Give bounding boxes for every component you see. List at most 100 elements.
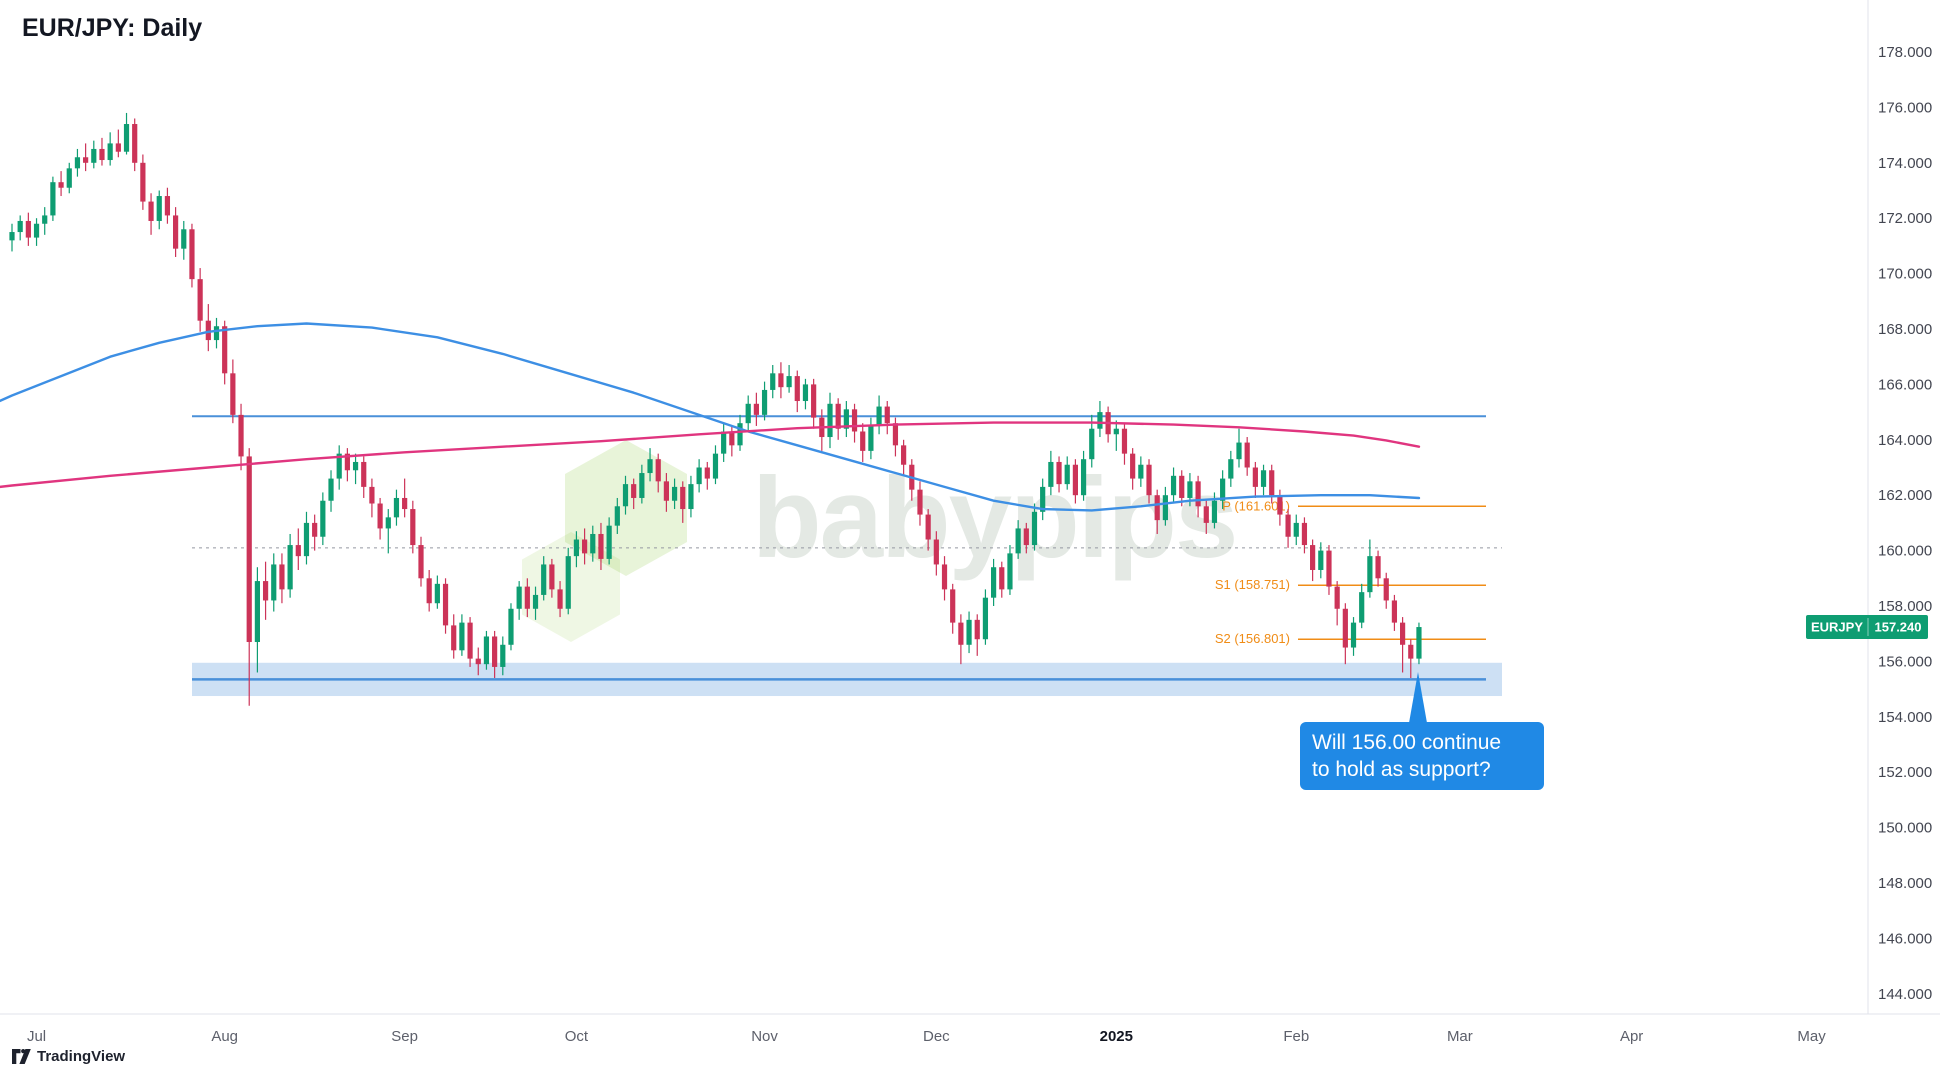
candle-down xyxy=(1383,578,1389,601)
candle-up xyxy=(761,389,768,415)
candle-up xyxy=(320,500,326,537)
candle-up xyxy=(483,636,490,665)
pivot-label: S1 (158.751) xyxy=(1215,577,1290,592)
callout-line2: to hold as support? xyxy=(1312,758,1491,781)
candle-up xyxy=(271,564,277,601)
candle-down xyxy=(230,373,236,415)
candle-up xyxy=(1236,442,1242,460)
candle-up xyxy=(50,182,56,216)
candle-down xyxy=(655,459,661,482)
ma-blue-100 xyxy=(0,322,1421,512)
pivot-label: S2 (156.801) xyxy=(1215,631,1290,646)
price-tick-label: 148.000 xyxy=(1878,875,1932,892)
candle-up xyxy=(614,506,620,526)
candle-up xyxy=(827,403,833,438)
candle-down xyxy=(164,196,171,216)
candle-up xyxy=(508,608,514,645)
time-tick-label: Sep xyxy=(391,1028,418,1045)
candle-up xyxy=(1187,481,1193,498)
candle-down xyxy=(524,586,530,609)
candle-up xyxy=(745,403,751,424)
candle-up xyxy=(254,581,260,643)
candle-down xyxy=(753,403,759,415)
candle-down xyxy=(99,148,105,161)
candle-up xyxy=(696,467,702,485)
candle-up xyxy=(1015,528,1021,554)
candle-down xyxy=(860,431,866,451)
candle-down xyxy=(680,486,686,510)
candle-up xyxy=(107,143,113,161)
candle-up xyxy=(565,556,571,609)
candle-up xyxy=(991,567,997,598)
price-tick-label: 156.000 xyxy=(1878,653,1932,670)
price-tick-label: 162.000 xyxy=(1878,487,1932,504)
candle-up xyxy=(385,517,391,529)
candle-down xyxy=(451,625,457,651)
candle-down xyxy=(794,376,800,402)
price-tick-label: 158.000 xyxy=(1878,598,1932,615)
time-tick-label: Mar xyxy=(1447,1028,1473,1045)
candle-down xyxy=(246,456,252,643)
price-axis[interactable]: 178.000 176.000 174.000 172.000 170.000 168.0… xyxy=(1878,44,1932,1003)
time-axis[interactable]: Jul Aug Sep Oct Nov Dec 2025 Feb Mar Apr May xyxy=(27,1028,1826,1045)
tradingview-logo[interactable]: TradingView xyxy=(12,1048,125,1065)
candle-down xyxy=(369,486,375,504)
support-callout[interactable]: Will 156.00 continue to hold as support? xyxy=(1300,672,1544,790)
candle-up xyxy=(532,594,539,609)
candle-down xyxy=(884,406,890,424)
badge-price: 157.240 xyxy=(1875,620,1922,635)
candle-down xyxy=(262,581,269,601)
candle-up xyxy=(1113,428,1119,435)
candle-down xyxy=(917,489,923,515)
candle-down xyxy=(1400,622,1406,645)
candle-up xyxy=(843,409,849,429)
candlesticks xyxy=(9,112,1422,706)
price-tick-label: 176.000 xyxy=(1878,99,1932,116)
candle-down xyxy=(1146,464,1152,496)
price-tick-label: 170.000 xyxy=(1878,266,1932,283)
candle-down xyxy=(778,373,784,388)
candle-up xyxy=(17,220,23,233)
candle-up xyxy=(1097,412,1103,429)
candle-down xyxy=(402,497,408,510)
candle-up xyxy=(1048,461,1054,487)
candle-down xyxy=(557,589,563,609)
candle-down xyxy=(835,403,841,429)
candle-down xyxy=(312,522,318,537)
candle-up xyxy=(156,196,162,221)
candle-down xyxy=(1203,506,1209,523)
candle-down xyxy=(729,431,735,446)
time-tick-label: Feb xyxy=(1283,1028,1309,1045)
candle-up xyxy=(336,453,342,479)
candle-up xyxy=(500,644,506,667)
candle-down xyxy=(197,279,203,321)
candle-down xyxy=(1334,586,1340,609)
candle-up xyxy=(1080,459,1087,496)
candle-up xyxy=(213,326,220,341)
chart-title: EUR/JPY: Daily xyxy=(22,14,203,42)
candle-down xyxy=(1269,470,1275,496)
price-tick-label: 146.000 xyxy=(1878,930,1932,947)
candle-down xyxy=(704,467,710,479)
candle-down xyxy=(582,539,588,554)
moving-averages xyxy=(0,322,1421,512)
candle-down xyxy=(1375,556,1381,579)
time-tick-label: Oct xyxy=(565,1028,589,1045)
tradingview-icon xyxy=(12,1048,31,1064)
candle-down xyxy=(1244,442,1250,468)
candle-up xyxy=(352,461,359,471)
candle-down xyxy=(25,220,31,238)
candle-up xyxy=(1367,556,1373,593)
candle-down xyxy=(442,583,449,626)
candle-up xyxy=(123,124,130,152)
candle-down xyxy=(83,157,89,163)
candle-up xyxy=(573,539,580,557)
tradingview-label: TradingView xyxy=(37,1048,126,1065)
candle-up xyxy=(74,157,81,169)
candle-down xyxy=(205,320,211,341)
candle-down xyxy=(189,229,195,280)
candle-down xyxy=(1326,550,1332,587)
candle-up xyxy=(1260,470,1267,487)
price-tick-label: 178.000 xyxy=(1878,44,1932,61)
